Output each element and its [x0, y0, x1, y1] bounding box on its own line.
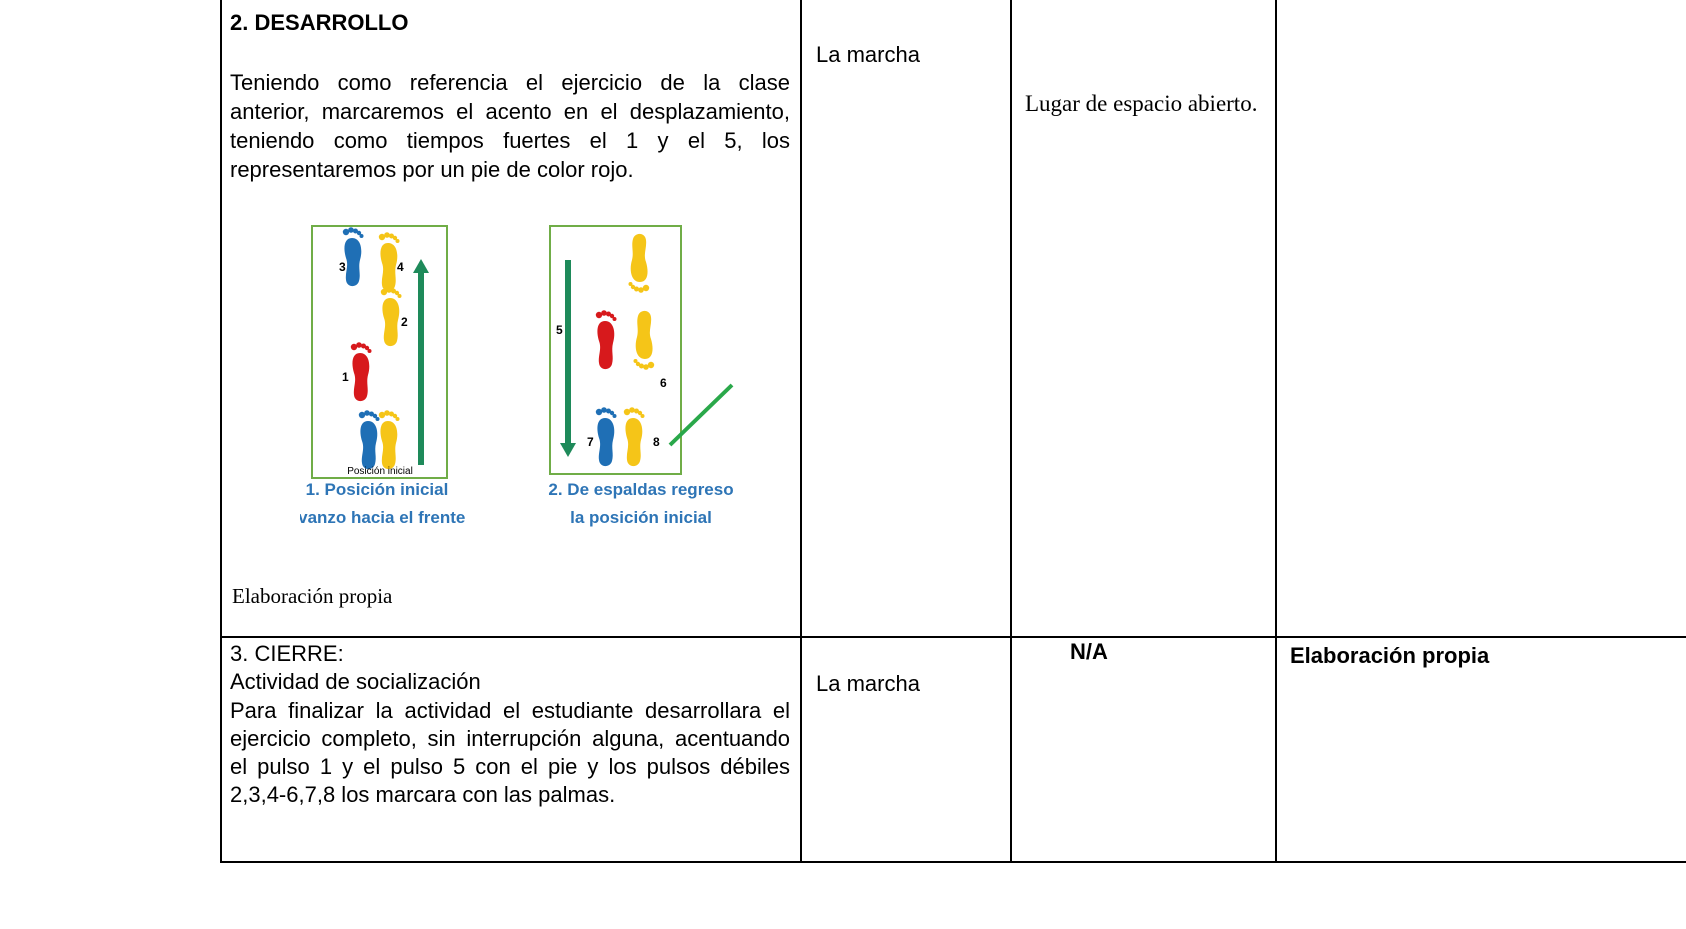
image-source: Elaboración propia: [232, 584, 393, 608]
step-number: 7: [587, 435, 594, 449]
step-number: 4: [397, 260, 404, 274]
step-number: 5: [556, 323, 563, 337]
section-heading: 3. CIERRE:: [230, 641, 344, 666]
figure-caption: la posición inicial: [570, 508, 712, 527]
space: N/A: [1070, 639, 1108, 664]
footstep-figure: 3 4 2 1 Posición inicial 5 6 7 8 1. Posi…: [300, 225, 734, 527]
paragraph: Para finalizar la actividad el estudiant…: [230, 698, 790, 807]
footprint: [350, 342, 372, 402]
arrow-head: [560, 443, 576, 457]
footprint: [342, 227, 364, 287]
floor-label: Posición inicial: [347, 466, 413, 477]
step-number: 6: [660, 376, 667, 390]
figure-caption: 1. Posición inicial: [306, 480, 449, 499]
step-number: 3: [339, 260, 346, 274]
footprint: [595, 407, 617, 467]
resource: La marcha: [816, 42, 920, 67]
source: Elaboración propia: [1290, 643, 1490, 668]
footprint: [628, 233, 650, 293]
column-border: [1275, 0, 1277, 863]
column-border: [800, 0, 802, 863]
figure-caption: avanzo hacia el frente: [300, 508, 465, 527]
panel-frame: [549, 225, 682, 475]
footprint: [595, 310, 617, 370]
step-number: 2: [401, 315, 408, 329]
row-border: [220, 861, 1686, 863]
pointer-line: [668, 383, 734, 447]
figure-caption: 2. De espaldas regreso: [548, 480, 733, 499]
step-number: 8: [653, 435, 660, 449]
footprint: [358, 410, 380, 470]
footprint: [633, 310, 655, 370]
arrow-head: [413, 259, 429, 273]
footprint: [380, 287, 402, 347]
row-border: [220, 636, 1686, 638]
column-border: [1010, 0, 1012, 863]
space: Lugar de espacio abierto.: [1025, 91, 1258, 116]
footprint: [378, 410, 400, 470]
resource: La marcha: [816, 671, 920, 696]
step-number: 1: [342, 370, 349, 384]
section-heading: 2. DESARROLLO: [230, 10, 409, 35]
column-border: [220, 0, 222, 863]
subheading: Actividad de socialización: [230, 669, 481, 694]
paragraph: Teniendo como referencia el ejercicio de…: [230, 70, 790, 182]
footprint: [623, 407, 645, 467]
panel-frame: [311, 225, 448, 479]
